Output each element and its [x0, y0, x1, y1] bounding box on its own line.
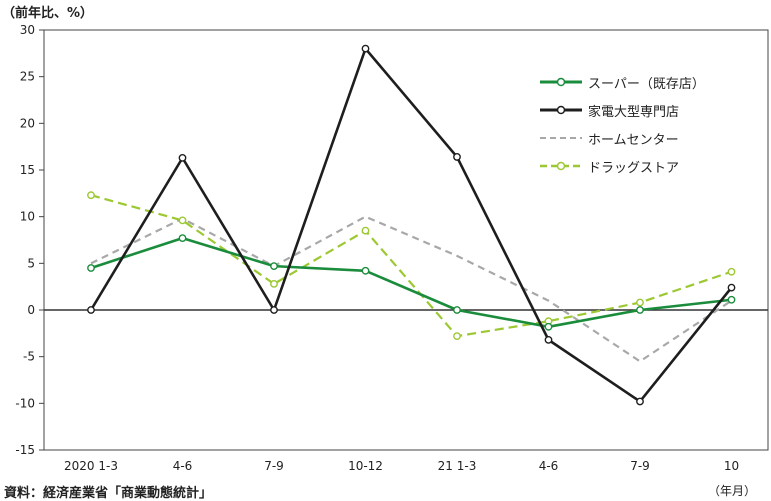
- data-point-1-0: [87, 306, 95, 314]
- x-tick-label: 4-6: [173, 459, 193, 473]
- data-point-3-2: [270, 279, 278, 288]
- legend-label-drugstore: ドラッグストア: [588, 160, 680, 176]
- data-point-3-7: [727, 267, 736, 276]
- legend-item-supermarket: スーパー（既存店）: [538, 68, 705, 96]
- data-point-3-3: [361, 226, 370, 235]
- data-point-1-6: [636, 397, 644, 406]
- series-line-0: [90, 236, 732, 329]
- legend-label-home-center: ホームセンター: [588, 132, 679, 148]
- data-point-0-7: [727, 295, 736, 304]
- y-tick-label: 25: [20, 70, 35, 84]
- legend-swatch-electronics: [540, 105, 582, 115]
- data-point-0-0: [87, 264, 95, 272]
- data-point-0-1: [178, 234, 187, 243]
- data-point-0-3: [361, 266, 370, 275]
- data-point-1-7: [727, 283, 736, 292]
- y-tick-label: -10: [15, 396, 35, 410]
- legend-swatch-home-center: [540, 137, 582, 139]
- x-tick-label: 21 1-3: [438, 459, 477, 473]
- data-point-1-4: [453, 153, 461, 161]
- x-tick-label: 7-9: [264, 459, 284, 473]
- legend-label-supermarket: スーパー（既存店）: [588, 76, 705, 92]
- y-tick-label: -5: [23, 350, 35, 364]
- legend-swatch-supermarket: [540, 77, 582, 87]
- chart-axes: 30 25 20 15 10 5 0 -5 -10 -15 2020 1-3 4-6 7-9 10-12 2…: [15, 23, 769, 473]
- x-tick-label: 4-6: [539, 459, 559, 473]
- x-axis-unit-label: （年月）: [708, 484, 757, 498]
- data-point-3-6: [636, 298, 644, 307]
- data-point-3-1: [178, 216, 187, 225]
- legend-item-home-center: ホームセンター: [538, 124, 705, 152]
- x-tick-label: 10-12: [348, 459, 383, 473]
- data-point-0-5: [544, 322, 553, 331]
- data-point-1-5: [544, 335, 553, 344]
- legend-item-electronics: 家電大型専門店: [538, 96, 705, 124]
- data-point-3-0: [87, 191, 95, 200]
- data-point-0-6: [636, 306, 644, 314]
- legend-swatch-drugstore: [540, 161, 582, 171]
- series-line-1: [89, 47, 733, 403]
- data-point-0-2: [270, 262, 278, 271]
- y-tick-label: 0: [27, 303, 35, 317]
- series-line-2: [90, 215, 733, 363]
- y-tick-label: 5: [27, 256, 35, 270]
- x-tick-label: 2020 1-3: [64, 459, 118, 473]
- data-point-0-4: [453, 306, 461, 314]
- data-point-1-2: [270, 306, 278, 314]
- y-tick-label: 20: [20, 116, 35, 130]
- data-point-1-1: [178, 153, 187, 162]
- y-tick-label: 30: [20, 23, 35, 37]
- data-point-3-4: [453, 332, 461, 341]
- x-tick-label: 7-9: [630, 459, 650, 473]
- chart-series: [87, 44, 736, 406]
- chart-legend: スーパー（既存店） 家電大型専門店 ホームセンター ドラッグストア: [538, 68, 705, 180]
- y-tick-label: -15: [15, 443, 35, 457]
- y-tick-label: 10: [20, 210, 35, 224]
- series-line-3: [90, 194, 732, 338]
- source-note: 資料：経済産業省「商業動態統計」: [4, 486, 213, 501]
- plot-frame: [43, 29, 769, 451]
- data-point-1-3: [361, 44, 370, 53]
- legend-label-electronics: 家電大型専門店: [588, 104, 680, 120]
- y-axis-unit-label: （前年比、%）: [2, 6, 94, 21]
- legend-item-drugstore: ドラッグストア: [538, 152, 705, 180]
- y-tick-label: 15: [20, 163, 35, 177]
- x-tick-label: 10: [724, 459, 739, 473]
